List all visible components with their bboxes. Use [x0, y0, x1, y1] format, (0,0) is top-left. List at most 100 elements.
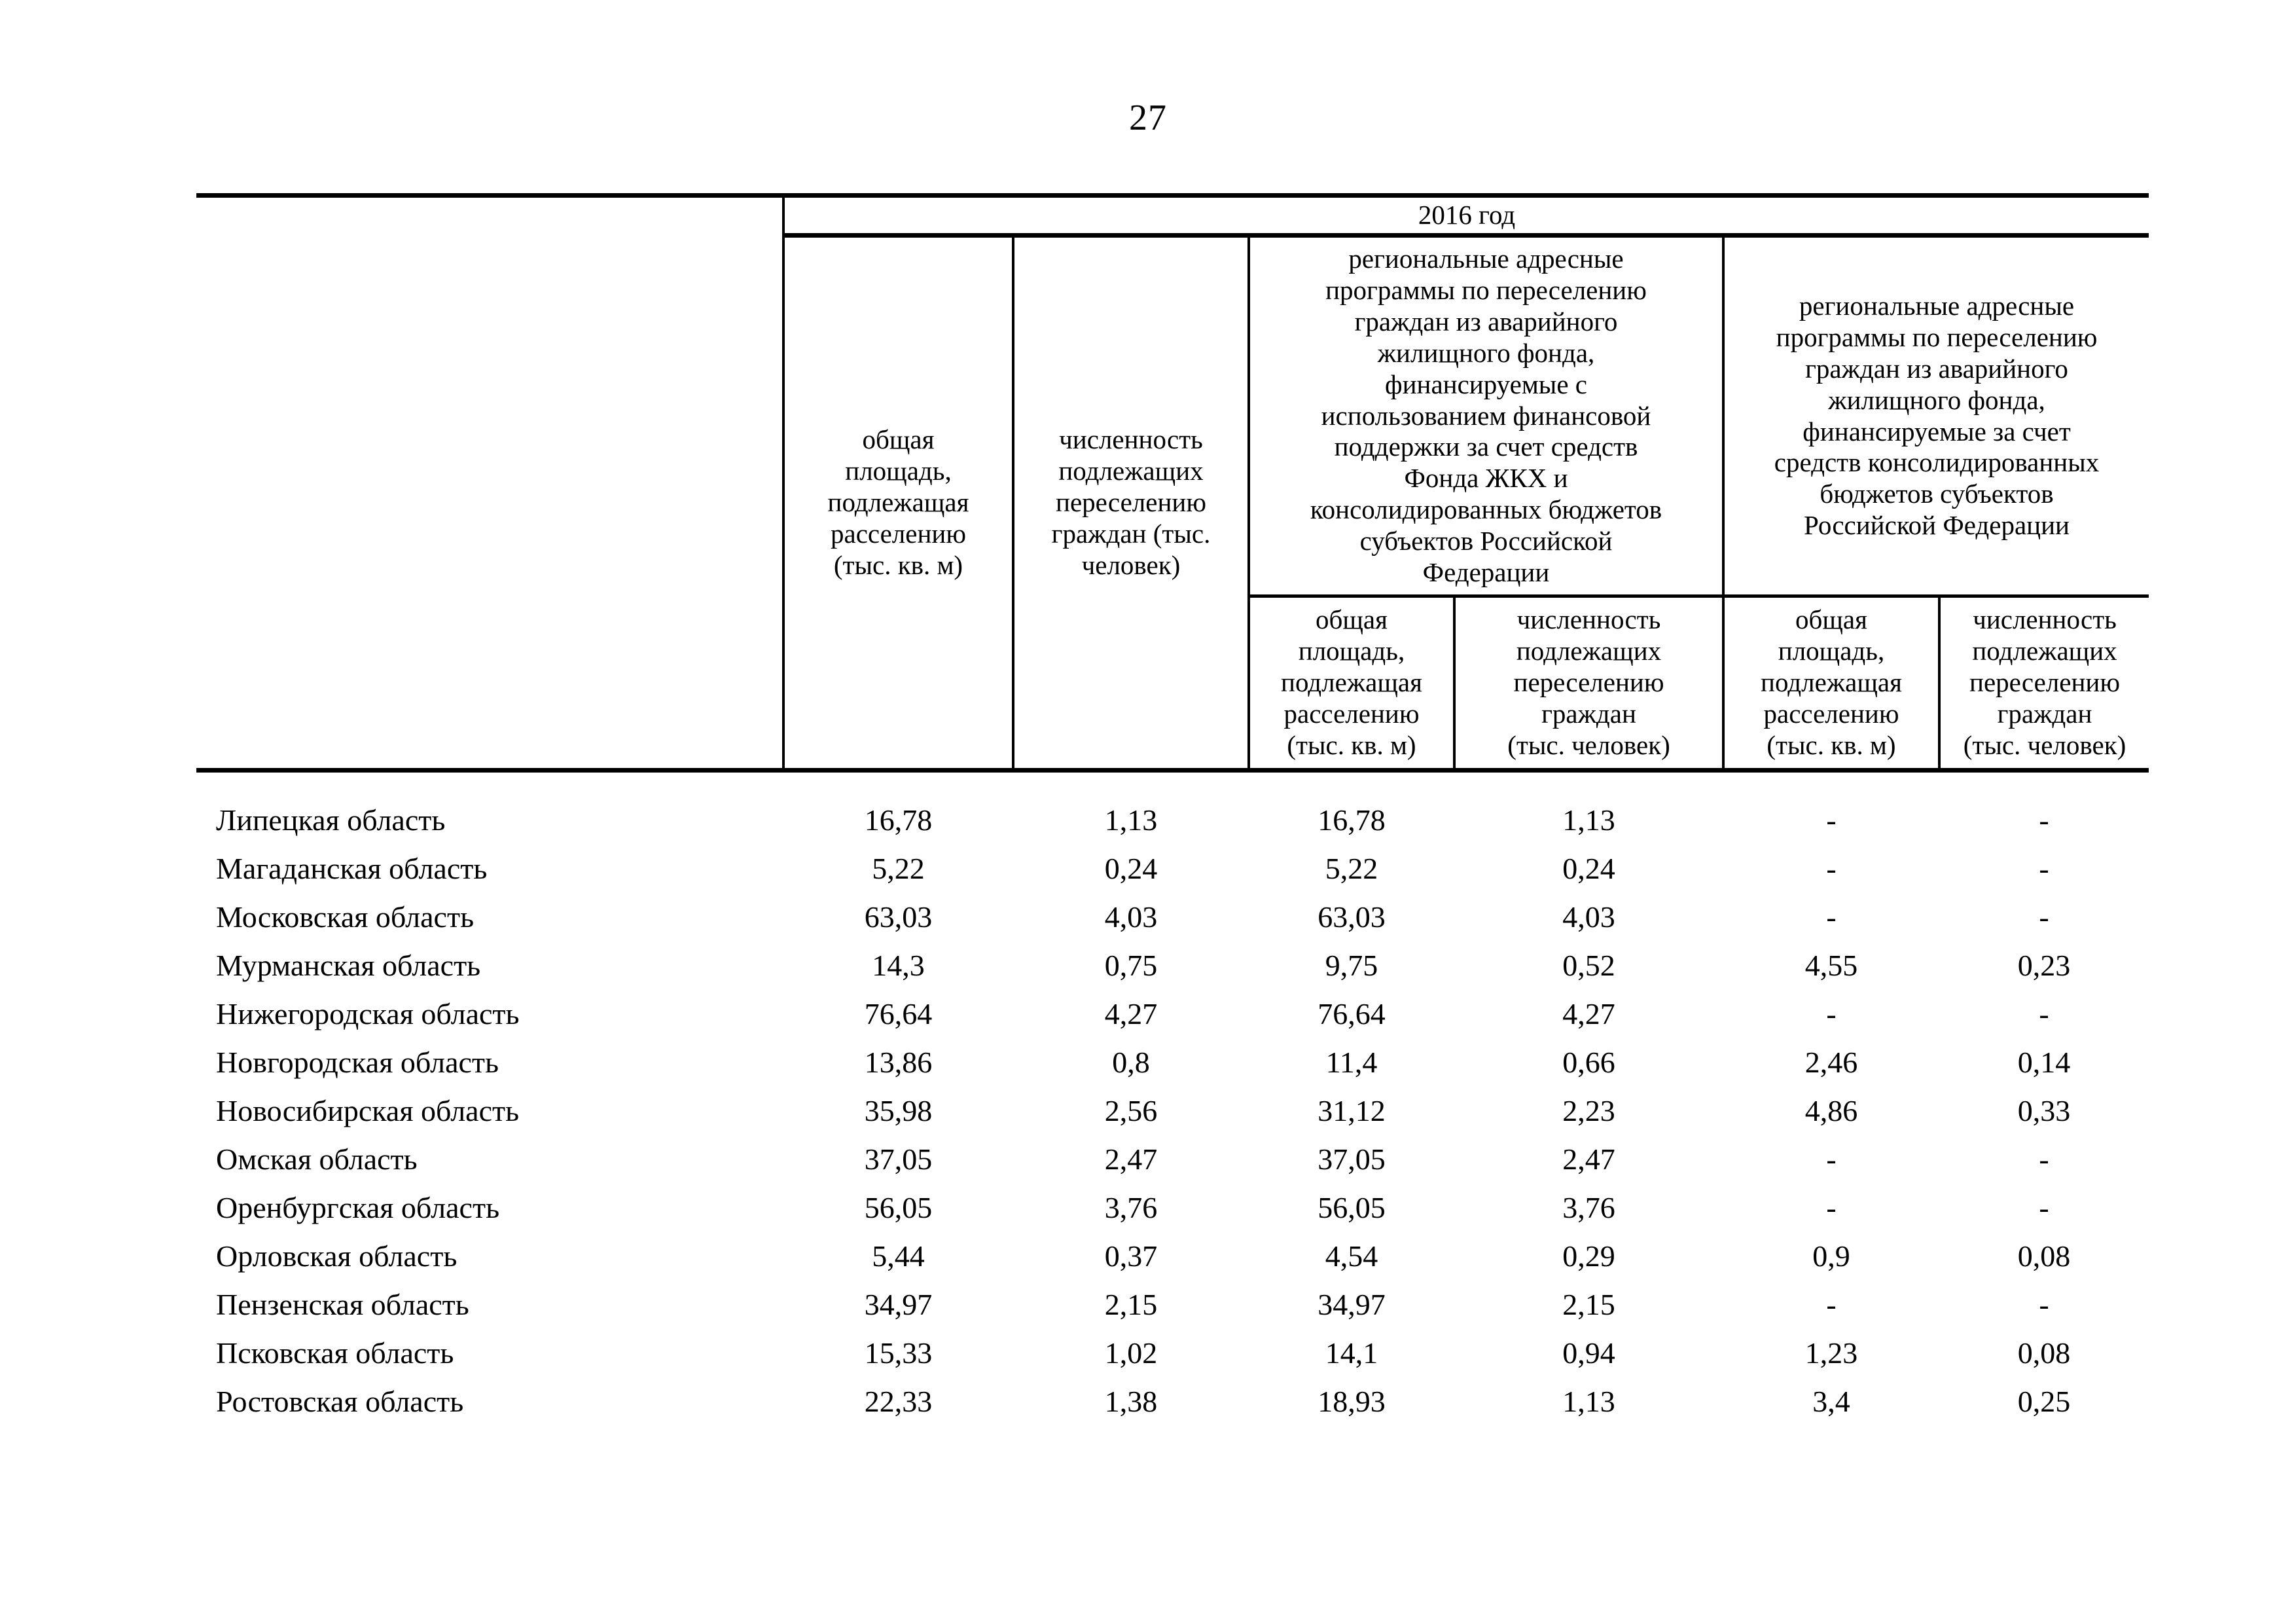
value-cell: 37,05	[1318, 1142, 1386, 1176]
value-cell: 4,55	[1804, 949, 1858, 982]
value-cell: -	[2039, 900, 2049, 934]
value-cell: 13,86	[864, 1046, 933, 1079]
value-cell: 0,25	[2017, 1385, 2071, 1418]
value-cell: 15,33	[864, 1336, 933, 1370]
value-cell: 5,44	[872, 1239, 925, 1273]
table-row: Ростовская область 22,33 1,38 18,93 1,13…	[196, 1377, 2149, 1426]
value-cell: 4,86	[1804, 1094, 1858, 1127]
value-cell: 3,76	[1104, 1191, 1158, 1224]
region-name: Московская область	[216, 900, 475, 934]
value-cell: 16,78	[1318, 803, 1386, 837]
value-cell: 63,03	[864, 900, 933, 934]
value-cell: 4,03	[1562, 900, 1615, 934]
region-name: Новосибирская область	[216, 1094, 520, 1127]
table-row: Липецкая область 16,78 1,13 16,78 1,13 -…	[196, 796, 2149, 845]
region-name: Пензенская область	[216, 1288, 469, 1321]
table-row: Псковская область 15,33 1,02 14,1 0,94 1…	[196, 1329, 2149, 1377]
value-cell: 0,94	[1562, 1336, 1615, 1370]
value-cell: 34,97	[864, 1288, 933, 1321]
value-cell: 2,15	[1104, 1288, 1158, 1321]
region-name: Омская область	[216, 1142, 418, 1176]
value-cell: 0,24	[1104, 852, 1158, 885]
table-row: Новгородская область 13,86 0,8 11,4 0,66…	[196, 1038, 2149, 1087]
value-cell: 5,22	[1325, 852, 1378, 885]
region-name: Ростовская область	[216, 1385, 464, 1418]
region-name: Псковская область	[216, 1336, 454, 1370]
value-cell: 4,54	[1325, 1239, 1378, 1273]
value-cell: -	[2039, 997, 2049, 1030]
table-row: Мурманская область 14,3 0,75 9,75 0,52 4…	[196, 941, 2149, 990]
value-cell: 0,75	[1104, 949, 1158, 982]
subheader-area-fund: общая площадь, подлежащая расселению (ты…	[1249, 596, 1456, 773]
subheader-area-regional: общая площадь, подлежащая расселению (ты…	[1723, 596, 1941, 773]
value-cell: 5,22	[872, 852, 925, 885]
resettlement-table: 2016 год общая площадь, подлежащая рассе…	[196, 193, 2149, 1426]
value-cell: 22,33	[864, 1385, 933, 1418]
value-cell: 4,27	[1104, 997, 1158, 1030]
region-name: Мурманская область	[216, 949, 481, 982]
table-row: Московская область 63,03 4,03 63,03 4,03…	[196, 893, 2149, 941]
value-cell: 4,27	[1562, 997, 1615, 1030]
region-name: Орловская область	[216, 1239, 457, 1273]
value-cell: -	[2039, 852, 2049, 885]
value-cell: 0,08	[2017, 1336, 2071, 1370]
value-cell: 1,38	[1104, 1385, 1158, 1418]
value-cell: 2,47	[1562, 1142, 1615, 1176]
table-row: Магаданская область 5,22 0,24 5,22 0,24 …	[196, 845, 2149, 893]
value-cell: 14,1	[1325, 1336, 1378, 1370]
header-group-fund: региональные адресные программы по перес…	[1249, 235, 1725, 598]
value-cell: -	[2039, 1191, 2049, 1224]
value-cell: 2,15	[1562, 1288, 1615, 1321]
value-cell: 76,64	[864, 997, 933, 1030]
value-cell: -	[2039, 803, 2049, 837]
value-cell: -	[2039, 1288, 2049, 1321]
value-cell: 0,33	[2017, 1094, 2071, 1127]
value-cell: 76,64	[1318, 997, 1386, 1030]
value-cell: 14,3	[872, 949, 925, 982]
table-row: Оренбургская область 56,05 3,76 56,05 3,…	[196, 1184, 2149, 1232]
region-header-cell	[196, 235, 785, 773]
value-cell: 63,03	[1318, 900, 1386, 934]
value-cell: -	[1826, 1142, 1837, 1176]
value-cell: -	[2039, 1142, 2049, 1176]
sub-header-row: общая площадь, подлежащая расселению (ты…	[196, 596, 2149, 773]
table-row: Новосибирская область 35,98 2,56 31,12 2…	[196, 1087, 2149, 1135]
value-cell: 4,03	[1104, 900, 1158, 934]
value-cell: 35,98	[864, 1094, 933, 1127]
value-cell: 0,08	[2017, 1239, 2071, 1273]
region-name: Оренбургская область	[216, 1191, 500, 1224]
table-row: Нижегородская область 76,64 4,27 76,64 4…	[196, 990, 2149, 1038]
resettlement-table-wrap: 2016 год общая площадь, подлежащая рассе…	[196, 193, 2149, 1426]
value-cell: 2,46	[1804, 1046, 1858, 1079]
subheader-people-fund: численность подлежащих переселению гражд…	[1454, 596, 1725, 773]
value-cell: 56,05	[1318, 1191, 1386, 1224]
value-cell: 1,23	[1804, 1336, 1858, 1370]
value-cell: -	[1826, 1288, 1837, 1321]
value-cell: 34,97	[1318, 1288, 1386, 1321]
value-cell: -	[1826, 997, 1837, 1030]
header-people-total: численность подлежащих переселению гражд…	[1013, 235, 1250, 773]
value-cell: 0,14	[2017, 1046, 2071, 1079]
year-header-cell: 2016 год	[783, 193, 2149, 238]
value-cell: -	[1826, 852, 1837, 885]
value-cell: 0,66	[1562, 1046, 1615, 1079]
table-row: Орловская область 5,44 0,37 4,54 0,29 0,…	[196, 1232, 2149, 1281]
value-cell: 56,05	[864, 1191, 933, 1224]
corner-cell	[196, 193, 785, 236]
value-cell: 3,76	[1562, 1191, 1615, 1224]
value-cell: -	[1826, 803, 1837, 837]
value-cell: -	[1826, 900, 1837, 934]
value-cell: 0,8	[1112, 1046, 1150, 1079]
value-cell: 37,05	[864, 1142, 933, 1176]
value-cell: 1,02	[1104, 1336, 1158, 1370]
value-cell: 0,37	[1104, 1239, 1158, 1273]
page-number: 27	[1129, 98, 1167, 138]
region-name: Новгородская область	[216, 1046, 499, 1079]
value-cell: 0,24	[1562, 852, 1615, 885]
header-area-total: общая площадь, подлежащая расселению (ты…	[783, 235, 1014, 773]
table-row: Омская область 37,05 2,47 37,05 2,47 - -	[196, 1135, 2149, 1184]
header-group-regional: региональные адресные программы по перес…	[1723, 235, 2149, 598]
main-header-row: общая площадь, подлежащая расселению (ты…	[196, 235, 2149, 773]
value-cell: 18,93	[1318, 1385, 1386, 1418]
value-cell: 0,52	[1562, 949, 1615, 982]
